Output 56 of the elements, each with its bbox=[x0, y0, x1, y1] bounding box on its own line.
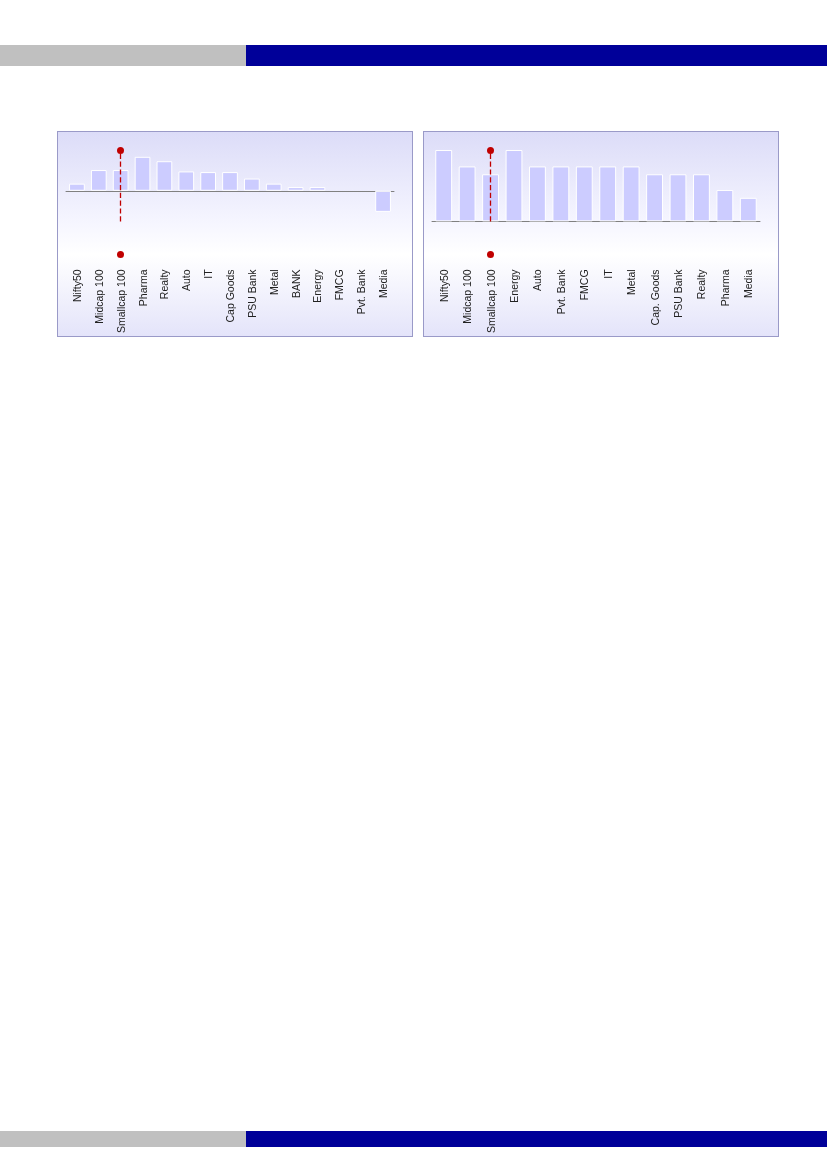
x-tick-label: PSU Bank bbox=[672, 268, 684, 318]
bar bbox=[222, 172, 238, 191]
bar bbox=[528, 166, 546, 222]
bar bbox=[622, 166, 640, 222]
x-tick-label: Auto bbox=[531, 269, 544, 291]
bar bbox=[458, 166, 476, 222]
bar bbox=[692, 174, 710, 222]
bar bbox=[375, 190, 391, 212]
x-tick-label: Nifty50 bbox=[70, 269, 83, 303]
x-tick-label: Metal bbox=[267, 269, 280, 296]
x-tick-label: Pvt. Bank bbox=[554, 268, 567, 315]
bar bbox=[482, 174, 500, 222]
x-tick-label: Midcap 100 bbox=[92, 269, 105, 324]
x-tick-label: Energy bbox=[508, 268, 520, 303]
bar bbox=[287, 187, 304, 191]
x-tick-label: Pharma bbox=[718, 269, 731, 307]
bar bbox=[669, 174, 687, 222]
bar bbox=[243, 178, 260, 191]
x-tick-label: FMCG bbox=[333, 269, 346, 301]
bar bbox=[200, 172, 217, 191]
x-tick-label: Cap Goods bbox=[224, 269, 236, 323]
bar bbox=[309, 187, 326, 191]
bar bbox=[90, 170, 107, 191]
bar bbox=[112, 170, 129, 191]
bar bbox=[599, 166, 617, 222]
x-tick-label: Midcap 100 bbox=[461, 269, 474, 324]
bar bbox=[575, 166, 593, 222]
x-tick-label: IT bbox=[601, 268, 614, 279]
bar bbox=[69, 183, 85, 191]
bar bbox=[552, 166, 570, 222]
x-tick-label: IT bbox=[202, 268, 215, 279]
x-tick-label: Realty bbox=[695, 268, 708, 300]
bar bbox=[739, 197, 757, 222]
x-tick-label: Auto bbox=[180, 269, 193, 291]
bar bbox=[156, 161, 173, 191]
x-tick-label: Smallcap 100 bbox=[484, 269, 497, 333]
x-tick-label: PSU Bank bbox=[245, 268, 258, 318]
x-tick-label: Media bbox=[377, 269, 390, 298]
x-tick-label: Metal bbox=[625, 269, 638, 296]
bar bbox=[265, 183, 282, 191]
x-tick-label: Pvt. Bank bbox=[355, 268, 368, 315]
bar bbox=[134, 156, 151, 191]
x-tick-label: FMCG bbox=[578, 269, 591, 301]
x-tick-label: Media bbox=[742, 269, 755, 298]
x-tick-label: Pharma bbox=[136, 269, 149, 307]
bar bbox=[435, 150, 453, 222]
x-tick-label: Realty bbox=[158, 268, 171, 300]
x-tick-label: Cap. Goods bbox=[648, 269, 661, 326]
bar bbox=[716, 189, 734, 222]
bar bbox=[505, 150, 523, 222]
x-tick-label: Energy bbox=[311, 268, 324, 303]
x-tick-label: Nifty50 bbox=[437, 269, 450, 303]
x-tick-label: BANK bbox=[289, 269, 302, 298]
bar bbox=[646, 174, 664, 222]
bar bbox=[178, 171, 195, 191]
x-tick-label: Smallcap 100 bbox=[114, 269, 127, 333]
